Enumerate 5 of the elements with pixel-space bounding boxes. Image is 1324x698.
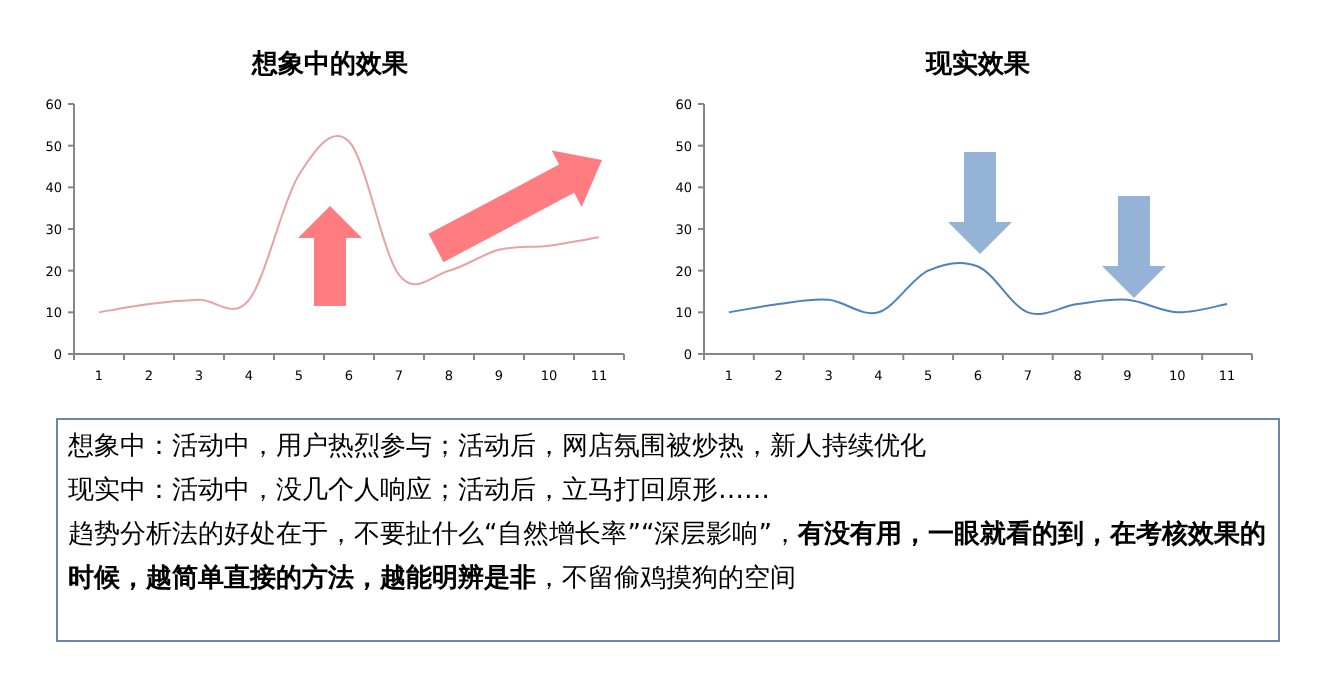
chart-title: 想象中的效果 bbox=[250, 48, 410, 80]
text: 趋势分析法的好处在于，不要扯什么“自然增长率”“深层影响”，有没有用，一眼就看的到，在考核效果的时候，越简单直接的方法，越能明辨是非，不留偷鸡摸狗的空间 bbox=[68, 520, 1266, 594]
chart-title: 现实效果 bbox=[924, 48, 1032, 80]
text: 想象中：活动中，用户热烈参与；活动后，网店氛围被炒热，新人持续优化 bbox=[68, 432, 926, 462]
text: 现实中：活动中，没几个人响应；活动后，立马打回原形…… bbox=[68, 476, 770, 506]
